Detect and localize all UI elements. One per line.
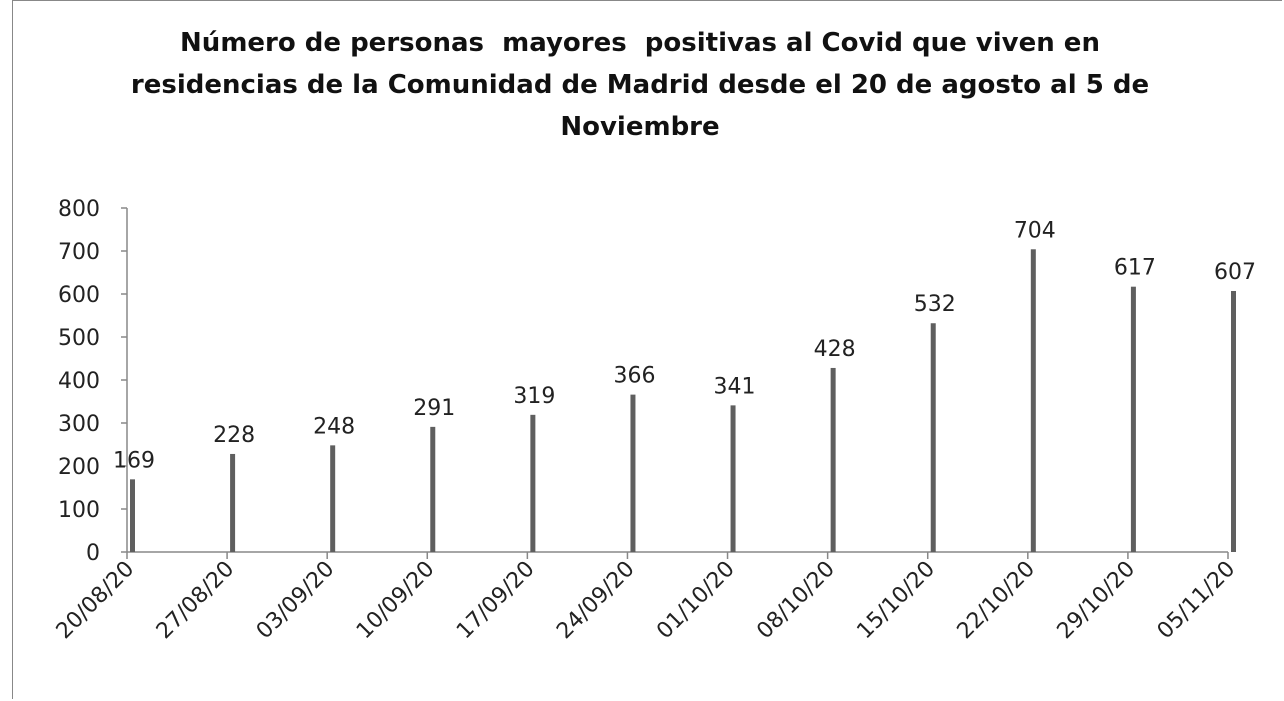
x-tick-label: 22/10/20 <box>953 557 1041 645</box>
chart-frame <box>12 0 1282 699</box>
y-tick-label: 500 <box>58 326 100 351</box>
bar <box>530 414 536 552</box>
x-tick-label: 01/10/20 <box>652 557 740 645</box>
data-label: 319 <box>513 384 555 409</box>
y-tick-label: 800 <box>58 197 100 222</box>
data-label: 341 <box>714 374 756 399</box>
data-label: 428 <box>814 337 856 362</box>
y-tick-label: 0 <box>86 541 100 566</box>
bar <box>330 445 336 552</box>
data-label: 291 <box>413 396 455 421</box>
bar <box>1231 290 1236 552</box>
chart-title: Número de personas mayores positivas al … <box>130 28 1159 142</box>
x-tick-label: 15/10/20 <box>852 557 940 645</box>
data-label: 532 <box>914 292 956 317</box>
x-tick-label: 03/09/20 <box>252 557 340 645</box>
x-tick-label: 08/10/20 <box>752 557 840 645</box>
y-tick-label: 200 <box>58 455 100 480</box>
x-tick-label: 20/08/20 <box>52 557 140 645</box>
bar <box>230 453 236 552</box>
y-tick-label: 300 <box>58 412 100 437</box>
x-tick-label: 05/11/20 <box>1153 557 1241 645</box>
data-label: 366 <box>613 364 655 389</box>
y-tick-label: 600 <box>58 283 100 308</box>
x-tick-label: 17/09/20 <box>452 557 540 645</box>
bar <box>630 394 636 552</box>
data-label: 169 <box>113 448 155 473</box>
data-label: 607 <box>1214 260 1256 285</box>
bar <box>130 479 135 552</box>
x-tick-label: 29/10/20 <box>1053 557 1141 645</box>
bar <box>730 405 736 552</box>
y-tick-label: 400 <box>58 369 100 394</box>
bar <box>830 367 836 552</box>
data-label: 704 <box>1014 218 1056 243</box>
x-tick-label: 27/08/20 <box>152 557 240 645</box>
y-tick-label: 700 <box>58 240 100 265</box>
y-tick-label: 100 <box>58 498 100 523</box>
bar <box>930 323 936 552</box>
data-label: 228 <box>213 423 255 448</box>
bar <box>430 426 436 552</box>
x-tick-label: 10/09/20 <box>352 557 440 645</box>
data-label: 617 <box>1114 256 1156 281</box>
bar <box>1130 286 1136 552</box>
bar <box>1030 249 1036 552</box>
x-tick-label: 24/09/20 <box>552 557 640 645</box>
data-label: 248 <box>313 414 355 439</box>
